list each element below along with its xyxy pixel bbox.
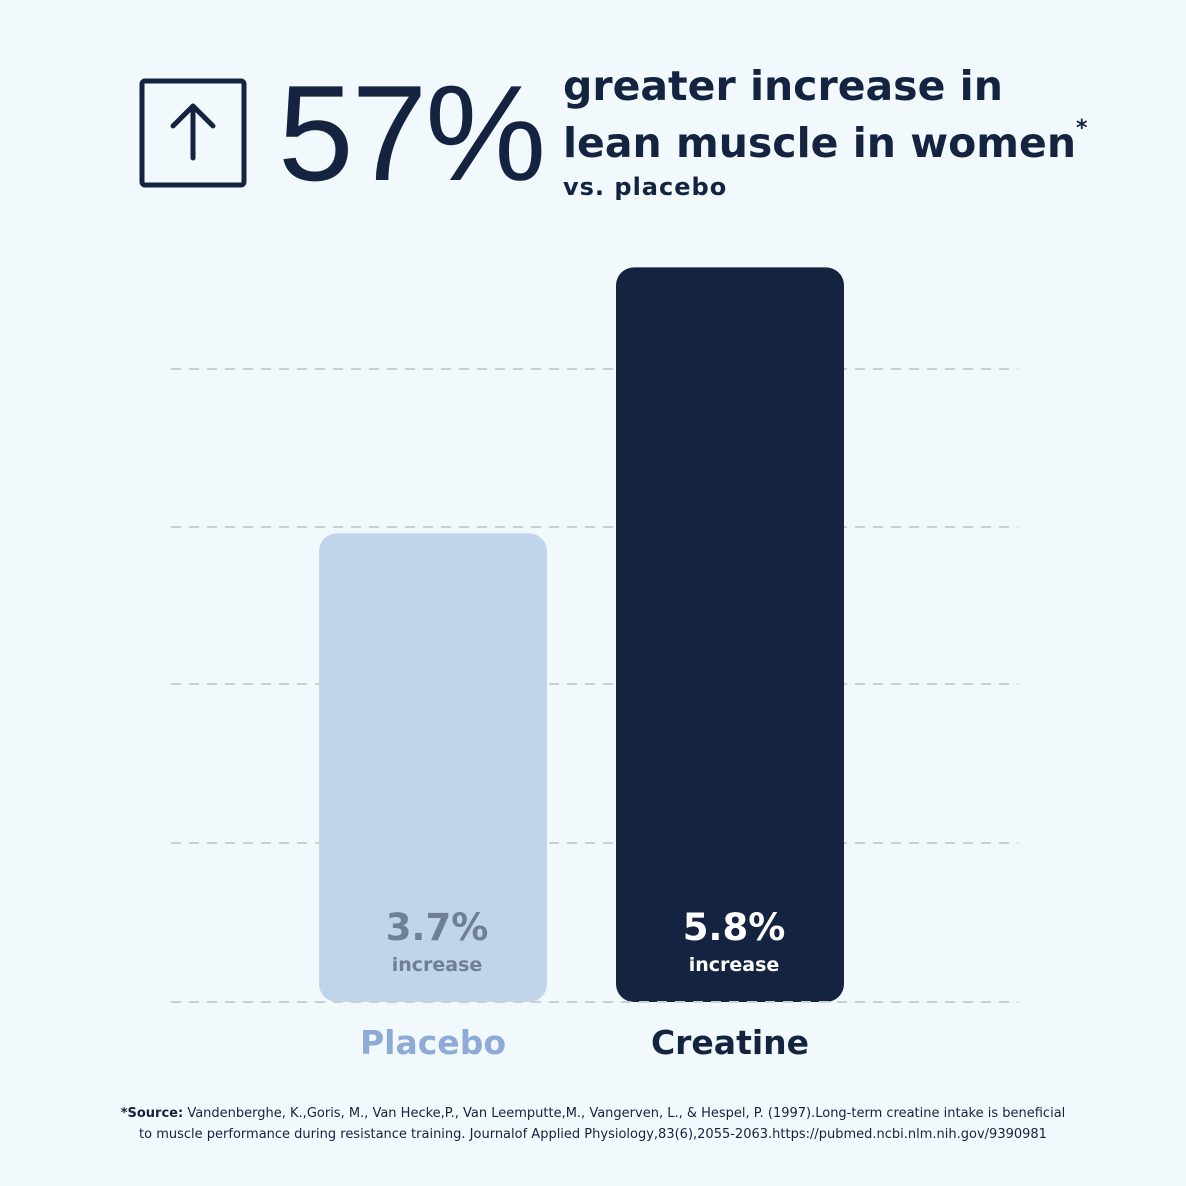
headline-line: greater increase in <box>563 62 1003 110</box>
headline-mark: * <box>1076 116 1088 141</box>
source-text: Vandenberghe, K.,Goris, M., Van Hecke,P.… <box>139 1106 1066 1142</box>
value-label: 3.7% <box>386 906 489 949</box>
source-note: *Source: Vandenberghe, K.,Goris, M., Van… <box>120 1103 1066 1145</box>
value-label: 5.8% <box>683 906 786 949</box>
subheadline: vs. placebo <box>563 173 727 201</box>
headline-text: lean muscle in women <box>563 119 1076 167</box>
bar <box>616 267 844 1002</box>
category-label: Creatine <box>651 1023 809 1062</box>
stat: 57% <box>278 57 544 209</box>
source-label: *Source: <box>120 1106 184 1121</box>
value-caption: increase <box>392 954 483 976</box>
up-icon <box>139 78 247 188</box>
bar <box>319 533 547 1002</box>
value-caption: increase <box>689 954 780 976</box>
category-label: Placebo <box>360 1023 506 1062</box>
headline-line: lean muscle in women* <box>563 116 1088 167</box>
